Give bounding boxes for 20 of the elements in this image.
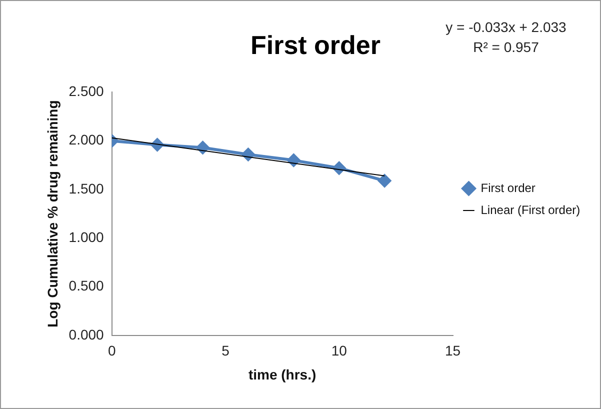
x-tick-label: 15 <box>444 342 461 359</box>
y-tick-label: 0.500 <box>68 278 104 294</box>
chart-title: First order <box>250 30 381 60</box>
x-tick-label: 10 <box>331 342 348 359</box>
y-tick-label: 1.000 <box>68 228 104 245</box>
text: y = -0.033x + 2.033 <box>444 18 568 37</box>
y-tick-label: 2.500 <box>68 83 104 100</box>
y-tick-label: 1.500 <box>68 180 104 196</box>
x-tick-label: 5 <box>222 342 230 359</box>
point <box>196 141 210 154</box>
y-tick-label: 2.000 <box>68 132 104 148</box>
x-tick-label: 0 <box>108 342 116 359</box>
y-axis-title: Log Cumulative % drug remaining <box>44 100 60 328</box>
text: R² = 0.957 <box>472 38 540 57</box>
point <box>287 154 300 167</box>
legend-label: First order <box>480 180 536 195</box>
x-axis-title: time (hrs.) <box>248 366 316 382</box>
y-tick-label: 0.000 <box>68 326 104 342</box>
point <box>378 174 392 188</box>
legend-label: Linear (First order) <box>480 202 580 217</box>
